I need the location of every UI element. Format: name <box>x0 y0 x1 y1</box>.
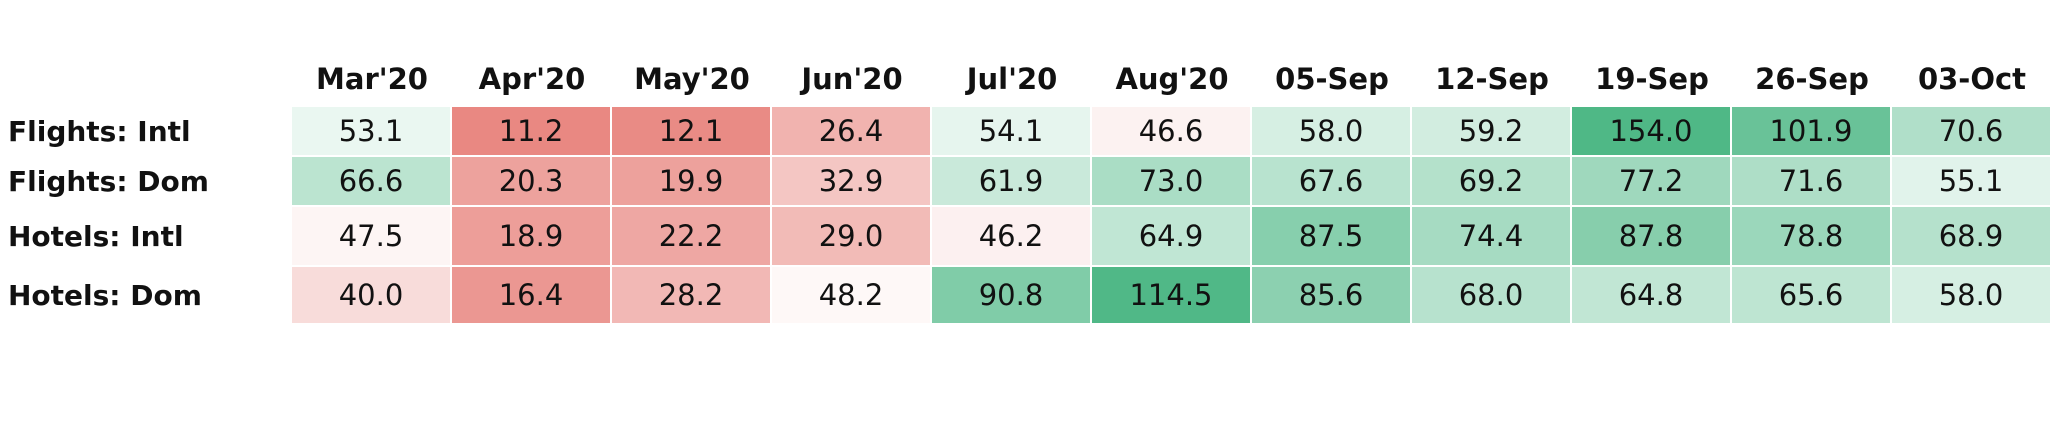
heatmap-cell-flights-intl-jun-20: 26.4 <box>772 107 932 157</box>
heatmap-cell-hotels-intl-jul-20: 46.2 <box>932 207 1092 267</box>
heatmap-cell-flights-intl-05-sep: 58.0 <box>1252 107 1412 157</box>
heatmap-cell-flights-intl-apr-20: 11.2 <box>452 107 612 157</box>
heatmap-cell-hotels-intl-05-sep: 87.5 <box>1252 207 1412 267</box>
heatmap-cell-flights-intl-19-sep: 154.0 <box>1572 107 1732 157</box>
column-header-26-sep: 26-Sep <box>1755 62 1869 96</box>
heatmap-cell-hotels-intl-12-sep: 74.4 <box>1412 207 1572 267</box>
column-header-jun-20: Jun'20 <box>801 62 903 96</box>
heatmap-cell-flights-dom-apr-20: 20.3 <box>452 157 612 207</box>
column-header-aug-20: Aug'20 <box>1115 62 1229 96</box>
heatmap-cell-hotels-intl-03-oct: 68.9 <box>1892 207 2052 267</box>
column-header-05-sep: 05-Sep <box>1275 62 1389 96</box>
heatmap-cell-hotels-intl-26-sep: 78.8 <box>1732 207 1892 267</box>
column-header-03-oct: 03-Oct <box>1917 62 2027 96</box>
row-label-hotels-intl: Hotels: Intl <box>8 220 184 253</box>
column-header-mar-20: Mar'20 <box>316 62 428 96</box>
heatmap-cell-flights-dom-may-20: 19.9 <box>612 157 772 207</box>
heatmap-cell-flights-intl-12-sep: 59.2 <box>1412 107 1572 157</box>
heatmap-cell-hotels-intl-jun-20: 29.0 <box>772 207 932 267</box>
heatmap-cell-flights-dom-26-sep: 71.6 <box>1732 157 1892 207</box>
row-label-flights-dom: Flights: Dom <box>8 165 209 198</box>
column-header-19-sep: 19-Sep <box>1595 62 1709 96</box>
heatmap-cell-hotels-dom-19-sep: 64.8 <box>1572 267 1732 325</box>
heatmap-cell-flights-intl-aug-20: 46.6 <box>1092 107 1252 157</box>
heatmap-cell-hotels-dom-mar-20: 40.0 <box>292 267 452 325</box>
heatmap-cell-hotels-intl-aug-20: 64.9 <box>1092 207 1252 267</box>
column-header-jul-20: Jul'20 <box>966 62 1058 96</box>
heatmap-cell-flights-intl-may-20: 12.1 <box>612 107 772 157</box>
heatmap-cell-hotels-dom-12-sep: 68.0 <box>1412 267 1572 325</box>
heatmap-cell-flights-dom-03-oct: 55.1 <box>1892 157 2052 207</box>
heatmap-cell-flights-dom-05-sep: 67.6 <box>1252 157 1412 207</box>
heatmap-cell-hotels-dom-jul-20: 90.8 <box>932 267 1092 325</box>
column-header-may-20: May'20 <box>634 62 750 96</box>
heatmap-cell-hotels-dom-26-sep: 65.6 <box>1732 267 1892 325</box>
row-label-hotels-dom: Hotels: Dom <box>8 279 202 312</box>
column-header-12-sep: 12-Sep <box>1435 62 1549 96</box>
heatmap-cell-hotels-dom-may-20: 28.2 <box>612 267 772 325</box>
row-label-flights-intl: Flights: Intl <box>8 115 191 148</box>
heatmap-cell-flights-dom-jun-20: 32.9 <box>772 157 932 207</box>
heatmap-cell-flights-intl-03-oct: 70.6 <box>1892 107 2052 157</box>
heatmap-cell-flights-dom-mar-20: 66.6 <box>292 157 452 207</box>
heatmap-cell-flights-dom-12-sep: 69.2 <box>1412 157 1572 207</box>
heatmap-cell-flights-dom-19-sep: 77.2 <box>1572 157 1732 207</box>
heatmap-cell-hotels-dom-03-oct: 58.0 <box>1892 267 2052 325</box>
heatmap-cell-flights-intl-jul-20: 54.1 <box>932 107 1092 157</box>
heatmap-cell-flights-dom-jul-20: 61.9 <box>932 157 1092 207</box>
heatmap-cell-hotels-intl-mar-20: 47.5 <box>292 207 452 267</box>
heatmap-cell-hotels-intl-may-20: 22.2 <box>612 207 772 267</box>
heatmap-cell-hotels-intl-19-sep: 87.8 <box>1572 207 1732 267</box>
heatmap-cell-flights-intl-26-sep: 101.9 <box>1732 107 1892 157</box>
heatmap-cell-hotels-dom-apr-20: 16.4 <box>452 267 612 325</box>
heatmap-cell-hotels-dom-jun-20: 48.2 <box>772 267 932 325</box>
column-header-apr-20: Apr'20 <box>478 62 586 96</box>
heatmap-cell-flights-intl-mar-20: 53.1 <box>292 107 452 157</box>
heatmap-cell-hotels-dom-05-sep: 85.6 <box>1252 267 1412 325</box>
heatmap-cell-hotels-dom-aug-20: 114.5 <box>1092 267 1252 325</box>
heatmap-cell-flights-dom-aug-20: 73.0 <box>1092 157 1252 207</box>
heatmap-cell-hotels-intl-apr-20: 18.9 <box>452 207 612 267</box>
